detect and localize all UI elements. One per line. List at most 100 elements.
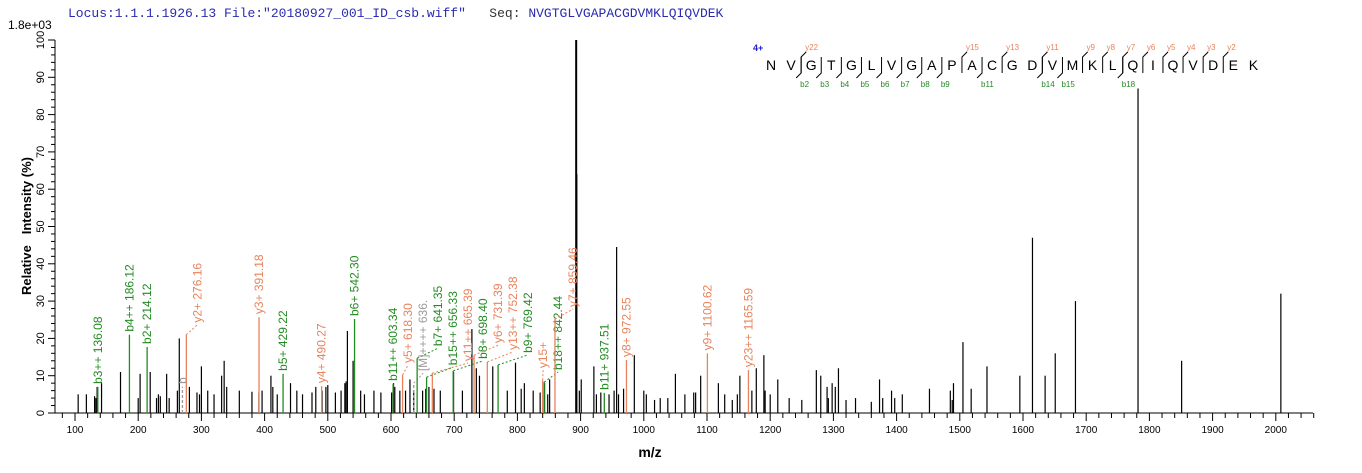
y-cleavage-marker [800, 51, 807, 73]
x-tick-label: 1700 [1075, 425, 1098, 436]
residue: A [967, 57, 977, 73]
y-tick-label: 90 [35, 71, 47, 83]
b-cleavage-marker [795, 57, 802, 79]
x-tick-label: 1500 [949, 425, 972, 436]
residue: D [1027, 57, 1037, 73]
x-tick-label: 800 [509, 425, 526, 436]
residue: L [868, 57, 876, 73]
y-ion-marker: y3 [1207, 43, 1216, 52]
label-leader-line [402, 364, 409, 376]
y-tick-label: 30 [35, 295, 47, 307]
y-ion-label: y7+ 859.46 [566, 247, 580, 307]
y-cleavage-marker [1001, 51, 1008, 73]
y-tick-label: 0 [35, 410, 47, 416]
b-ion-marker: b9 [941, 80, 950, 89]
y-ion-marker: y8 [1107, 43, 1116, 52]
b-cleavage-marker [876, 57, 883, 79]
label-leader-line [453, 360, 484, 372]
b-ion-marker: b14 [1041, 80, 1055, 89]
residue: Q [1168, 57, 1179, 73]
b-cleavage-marker [896, 57, 903, 79]
y-cleavage-marker [1202, 51, 1209, 73]
intensity-scale-label: 1.8e+03 [8, 18, 52, 32]
y-ion-marker: y13 [1006, 43, 1019, 52]
residue: V [1048, 57, 1058, 73]
b-ion-marker: b8 [921, 80, 930, 89]
b-ion-label: b3++ 136.08 [91, 316, 105, 384]
residue: N [766, 57, 776, 73]
label-leader-line [487, 351, 514, 363]
y-cleavage-marker [1082, 51, 1088, 73]
x-tick-label: 600 [383, 425, 400, 436]
y-ion-label: y13++ 752.38 [506, 276, 520, 350]
y-ion-marker: y2 [1227, 43, 1236, 52]
y-ion-marker: y9 [1087, 43, 1096, 52]
b-ion-label: b18++ 842.44 [551, 296, 565, 370]
b-ion-label: b4++ 186.12 [122, 264, 136, 332]
y-cleavage-marker [1041, 51, 1048, 73]
y-ion-marker: y4 [1187, 43, 1196, 52]
x-tick-label: 1200 [759, 425, 782, 436]
label-leader-line [185, 324, 198, 336]
y-ion-label: y8+ 972.55 [619, 297, 633, 357]
b-ion-label: b6+ 542.30 [348, 255, 362, 316]
label-leader-line [473, 344, 499, 356]
b-cleavage-marker [856, 57, 862, 79]
b-ion-marker: b15 [1061, 80, 1075, 89]
b-ion-label: b15++ 656.33 [446, 291, 460, 365]
b-ion-marker: b5 [860, 80, 869, 89]
residue: C [987, 57, 997, 73]
residue: K [1249, 57, 1259, 73]
y-cleavage-marker [1102, 51, 1109, 73]
x-tick-label: 1900 [1201, 425, 1224, 436]
b-ion-marker: b3 [820, 80, 829, 89]
y-ion-marker: y6 [1147, 43, 1156, 52]
b-ion-label: b5+ 429.22 [276, 310, 290, 371]
label-leader-line [426, 366, 454, 378]
residue: V [887, 57, 897, 73]
residue: I [1151, 57, 1155, 73]
y-cleavage-marker [961, 51, 968, 73]
residue: G [906, 57, 917, 73]
b-ion-marker: b2 [800, 80, 809, 89]
b-cleavage-marker [1057, 57, 1063, 79]
y-ion-label: y4+ 490.27 [315, 323, 329, 383]
residue: E [1229, 57, 1238, 73]
residue: G [846, 57, 857, 73]
charge-state: 4+ [753, 43, 763, 53]
b-ion-marker: b11 [981, 80, 994, 89]
x-tick-label: 100 [67, 425, 84, 436]
y-ion-label: y6+ 731.39 [491, 283, 505, 343]
b-ion-marker: b7 [901, 80, 910, 89]
b-ion-marker: b4 [840, 80, 849, 89]
residue: A [927, 57, 937, 73]
b-ion-label: b9+ 769.42 [521, 292, 535, 353]
file-text: File:"20180927_001_ID_csb.wiff" [224, 6, 466, 21]
b-cleavage-marker [936, 57, 943, 79]
b-cleavage-marker [976, 57, 983, 79]
b-cleavage-marker [1036, 57, 1043, 79]
residue: D [1208, 57, 1218, 73]
y-ion-label: y5+ 618.30 [401, 303, 415, 363]
x-tick-label: 400 [256, 425, 273, 436]
spectrum-header: Locus:1.1.1.1926.13 File:"20180927_001_I… [68, 6, 723, 21]
label-leader-line [554, 308, 574, 320]
m-ion-label: [M]++++ 636. [416, 300, 430, 371]
residue: V [786, 57, 796, 73]
y-ion-label: y9+ 1100.62 [700, 284, 714, 350]
label-leader-line [497, 354, 529, 366]
y-tick-label: 60 [35, 183, 47, 195]
y-ion-marker: y5 [1167, 43, 1176, 52]
x-tick-label: 1800 [1138, 425, 1161, 436]
residue: M [1067, 57, 1079, 73]
axes: 0 10 20 30 40 50 60 70 80 90 100 100 200 300 400 500 600… [35, 31, 1315, 436]
residue: G [806, 57, 817, 73]
y-ion-label: y11++ 665.39 [461, 288, 475, 361]
b-cleavage-marker [916, 57, 923, 79]
x-tick-label: 1400 [885, 425, 908, 436]
label-leader-line [413, 372, 424, 384]
y-tick-label: 40 [35, 258, 47, 270]
y-ion-marker: y22 [805, 43, 818, 52]
b-ion-marker: b6 [881, 80, 890, 89]
